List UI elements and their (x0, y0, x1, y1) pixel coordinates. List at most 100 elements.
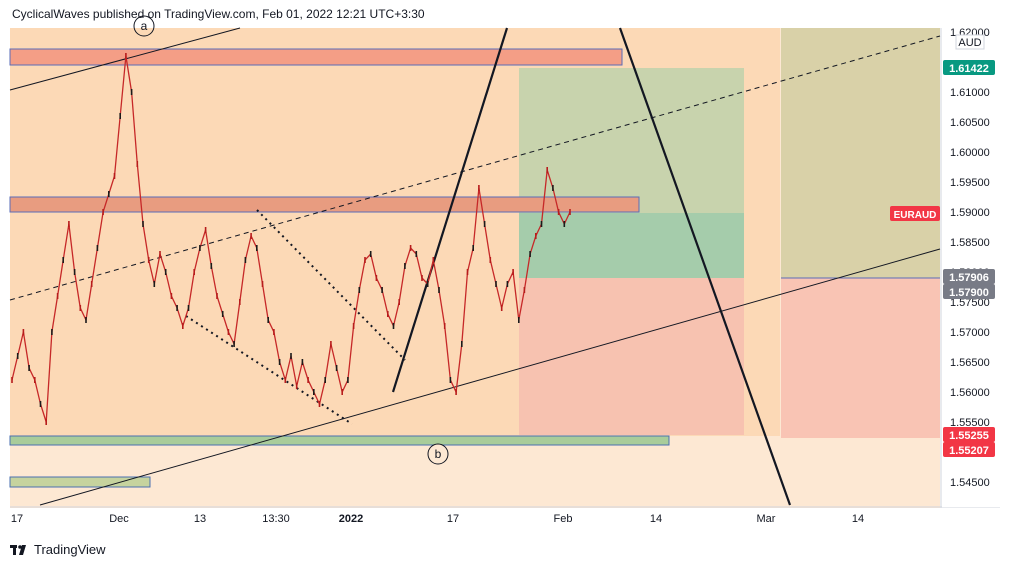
price-tick-label: 1.56500 (950, 357, 990, 369)
support-zone[interactable] (9, 435, 670, 446)
tradingview-brand[interactable]: TradingView (34, 542, 106, 557)
price-point (227, 329, 230, 335)
price-label: 1.57900 (943, 284, 995, 299)
price-point (313, 389, 315, 395)
price-point (478, 185, 480, 191)
price-point (330, 341, 332, 347)
price-point (22, 329, 25, 335)
price-point (28, 365, 30, 371)
wave-label-a[interactable]: a (133, 15, 155, 37)
supply-zone-top[interactable] (9, 48, 623, 66)
price-point (415, 251, 418, 257)
price-point (79, 305, 82, 311)
price-point (125, 53, 127, 59)
price-point (119, 113, 121, 119)
wedge-line-upper[interactable] (256, 209, 406, 361)
price-point (142, 221, 144, 227)
long-position-stop-zone[interactable] (519, 278, 744, 435)
price-point (347, 377, 349, 383)
price-tick-label: 1.59500 (950, 177, 990, 189)
price-point (193, 269, 195, 275)
price-point (204, 227, 207, 233)
price-point (307, 377, 309, 383)
price-point (529, 251, 531, 257)
price-point (552, 185, 554, 191)
time-tick-label: 14 (852, 513, 864, 525)
price-point (426, 281, 429, 287)
price-point (409, 245, 412, 251)
price-point (210, 263, 213, 269)
price-point (449, 377, 452, 383)
price-point (341, 389, 343, 395)
price-point (96, 245, 99, 251)
price-point (278, 359, 281, 365)
price-point (398, 299, 400, 305)
price-point (56, 293, 59, 299)
price-point (364, 257, 366, 263)
time-axis-labels: 17 Dec 13 13:30 2022 17 Feb 14 Mar 14 (11, 513, 864, 525)
price-tick-label: 1.60500 (950, 117, 990, 129)
price-label: 1.55207 (943, 442, 995, 457)
price-point (34, 377, 36, 383)
price-tick-label: 1.60000 (950, 147, 990, 159)
support-zone-lower[interactable] (9, 476, 151, 488)
price-point (68, 221, 70, 227)
currency-badge (955, 34, 985, 50)
price-tick-label: 1.57500 (950, 297, 990, 309)
time-tick-label: Mar (757, 513, 776, 525)
time-tick-label: 17 (447, 513, 459, 525)
publish-info: CyclicalWaves published on TradingView.c… (12, 7, 425, 21)
price-point (102, 209, 104, 215)
wave-label-b[interactable]: b (427, 443, 449, 465)
price-point (187, 305, 190, 311)
price-point (518, 317, 520, 323)
price-series (11, 53, 571, 425)
long-position-entry-zone[interactable] (519, 213, 744, 278)
price-point (250, 233, 252, 239)
trendline-lower-channel[interactable] (39, 248, 941, 506)
price-tick-label: 1.56000 (950, 387, 990, 399)
price-point (147, 257, 150, 263)
price-point (500, 305, 503, 311)
price-point (290, 353, 292, 359)
price-point (256, 245, 258, 251)
price-point (182, 323, 184, 329)
price-point (62, 257, 64, 263)
price-point (16, 353, 19, 359)
price-point (569, 209, 571, 215)
svg-text:b: b (435, 447, 442, 461)
price-labels: 1.61422 EURAUD 1.57906 1.57900 1.55255 1.5520… (890, 60, 995, 457)
price-point (301, 359, 304, 365)
price-point (73, 269, 76, 275)
price-tick-label: 1.54500 (950, 477, 990, 489)
price-point (233, 341, 235, 347)
price-point (455, 389, 457, 395)
trendline-midline-dashed[interactable] (9, 35, 941, 301)
price-point (404, 263, 406, 269)
price-point (221, 311, 224, 317)
price-point (199, 245, 201, 251)
price-point (472, 245, 474, 251)
price-label: 1.61422 (943, 60, 995, 75)
price-point (506, 281, 509, 287)
price-point (113, 173, 116, 179)
price-point (466, 269, 469, 275)
price-label: 1.57906 (943, 269, 995, 284)
time-axis[interactable] (10, 508, 1000, 533)
price-point (387, 311, 389, 317)
price-point (267, 317, 269, 323)
price-point (318, 401, 321, 407)
svg-text:EURAUD: EURAUD (894, 210, 937, 221)
price-point (557, 209, 560, 215)
price-point (535, 233, 537, 239)
trendline-steep-up[interactable] (391, 27, 509, 393)
price-point (261, 281, 264, 287)
trendline-steep-down[interactable] (618, 27, 792, 506)
price-point (432, 257, 435, 263)
price-point (438, 287, 440, 293)
price-point (489, 257, 492, 263)
price-point (11, 377, 13, 383)
time-tick-label: Dec (109, 513, 129, 525)
price-tick-label: 1.55500 (950, 417, 990, 429)
